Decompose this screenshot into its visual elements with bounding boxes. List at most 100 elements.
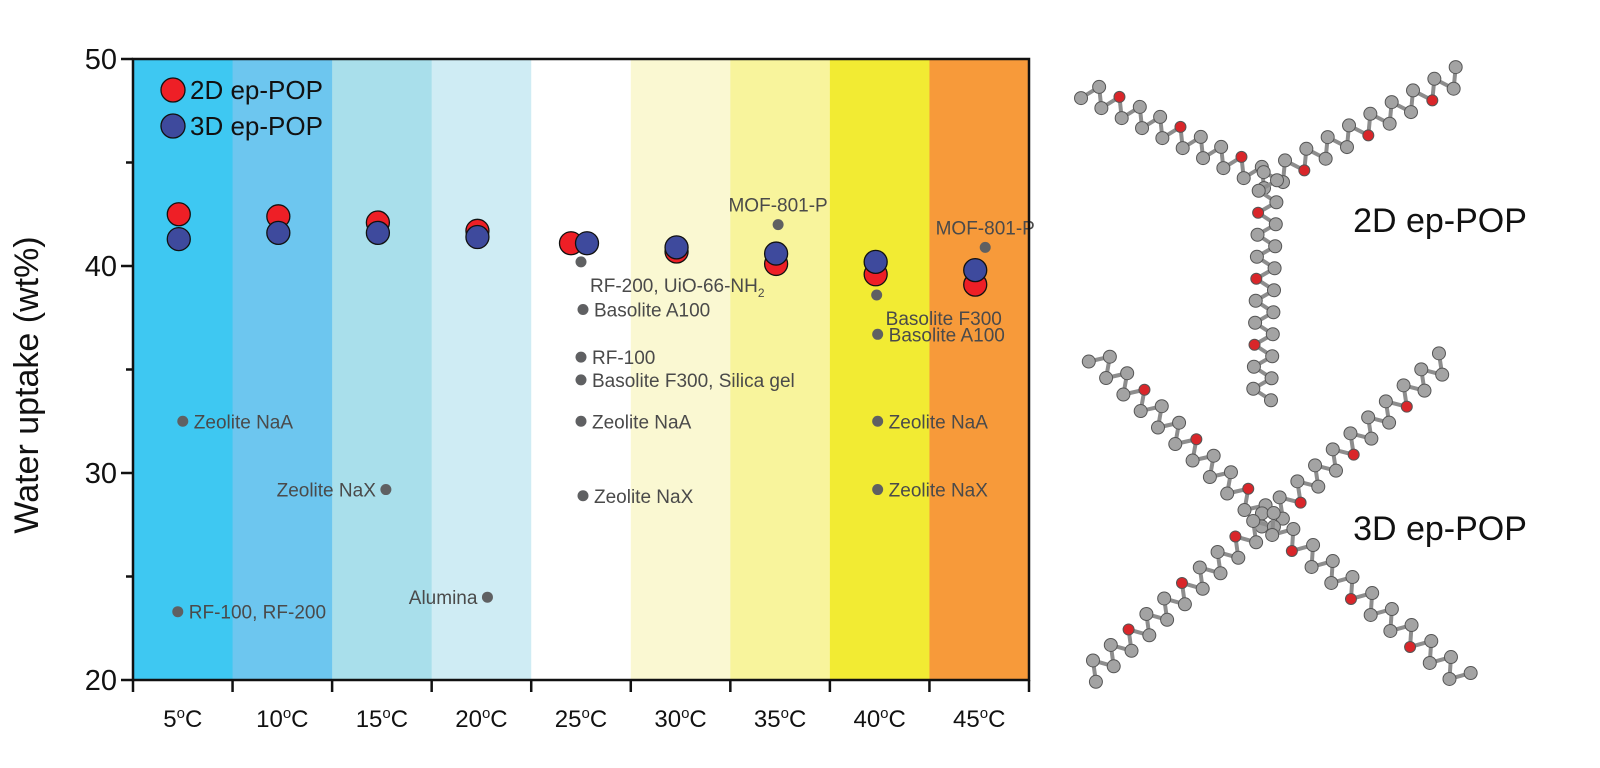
atom: [1175, 141, 1190, 156]
atom: [1342, 118, 1357, 133]
atom: [1252, 206, 1265, 219]
reference-point: [172, 606, 184, 618]
series-point-3d: [266, 220, 291, 246]
band-25: [531, 59, 632, 680]
atom: [1242, 482, 1255, 495]
atom: [1424, 634, 1439, 649]
band-20: [431, 59, 532, 680]
atom: [1431, 346, 1446, 361]
reference-point: [772, 219, 784, 231]
atom: [1206, 448, 1221, 463]
plot-frame: [131, 57, 1031, 682]
atom: [1214, 139, 1229, 154]
atom: [1160, 612, 1175, 627]
atom: [1426, 94, 1439, 107]
atom: [1268, 217, 1283, 232]
series-point-3d: [365, 220, 391, 246]
atom: [1263, 393, 1278, 408]
series-point-2d: [166, 202, 191, 227]
reference-point: [177, 415, 189, 427]
series-point-3d: [574, 231, 600, 256]
atom: [1347, 448, 1360, 461]
atom: [1298, 164, 1311, 177]
atom: [1237, 503, 1252, 518]
atom: [1092, 79, 1107, 94]
legend-label: 2D ep-POP: [190, 75, 323, 105]
atom: [1216, 161, 1231, 176]
legend-marker: [160, 77, 186, 103]
atom: [1154, 399, 1169, 414]
atom: [1150, 420, 1165, 435]
band-30: [630, 59, 731, 680]
x-tick-label: 20oC: [455, 705, 507, 733]
series-point-3d: [166, 226, 191, 252]
atom: [1116, 387, 1131, 402]
bond: [1079, 84, 1267, 189]
atom: [1363, 607, 1378, 622]
reference-point: [871, 289, 883, 301]
atom: [1249, 249, 1264, 264]
atom: [1266, 283, 1281, 298]
atom: [1256, 165, 1271, 180]
atom: [1344, 592, 1357, 605]
structure-label: 2D ep-POP: [1353, 202, 1527, 240]
y-axis-title: Water uptake (wt%): [8, 236, 46, 533]
atom: [1155, 131, 1170, 146]
atom: [1266, 305, 1281, 320]
y-tick-label: 40: [85, 251, 117, 283]
atom: [1229, 530, 1242, 543]
atom: [1081, 354, 1096, 369]
atom: [1382, 415, 1397, 430]
atom: [1223, 465, 1238, 480]
y-tick-label: 50: [85, 44, 117, 76]
band-15: [332, 59, 433, 680]
legend: 2D ep-POP 3D ep-POP: [160, 75, 323, 141]
atom: [1396, 378, 1411, 393]
band-40: [829, 59, 930, 680]
atom: [1085, 653, 1100, 668]
y-tick-label: 30: [85, 458, 117, 490]
atom: [1074, 91, 1089, 106]
atom: [1427, 71, 1442, 86]
atom: [1306, 538, 1321, 553]
x-tick-label: 25oC: [555, 705, 607, 733]
atom: [1266, 506, 1281, 521]
y-axis: 20 30 40 50: [85, 44, 133, 697]
atom: [1382, 116, 1397, 131]
legend-label: 3D ep-POP: [190, 111, 323, 141]
band-35: [730, 59, 831, 680]
reference-point: [481, 591, 493, 603]
ball-and-stick-molecule-icon: [1081, 346, 1478, 689]
reference-point: [380, 484, 392, 496]
atom: [1196, 151, 1211, 166]
atom: [1362, 129, 1375, 142]
reference-label: Basolite F300, Silica gel: [592, 371, 795, 392]
reference-label: Zeolite NaX: [889, 481, 989, 502]
atom: [1324, 575, 1339, 590]
reference-label: Basolite F300: [886, 309, 1002, 330]
atom: [1139, 606, 1154, 621]
atom: [1269, 173, 1284, 188]
atom: [1250, 227, 1265, 242]
series-point-3d: [465, 224, 490, 250]
atom: [1311, 479, 1326, 494]
atom: [1250, 272, 1263, 285]
atom: [1325, 442, 1340, 457]
reference-points: Zeolite NaA RF-100, RF-200 Zeolite NaX Alum…: [172, 196, 1035, 624]
atom: [1157, 591, 1172, 606]
atom: [1417, 383, 1432, 398]
atom: [1168, 437, 1183, 452]
band-5: [133, 59, 234, 680]
atom: [1406, 83, 1421, 98]
atom: [1448, 60, 1463, 75]
atom: [1442, 671, 1457, 686]
atom: [1365, 586, 1380, 601]
plot-border: [131, 57, 1031, 682]
atom: [1400, 400, 1413, 413]
atom: [1177, 597, 1192, 612]
atom: [1172, 415, 1187, 430]
atom: [1236, 171, 1251, 186]
x-axis: 5oC 10oC 15oC 20oC 25oC 30oC 35oC 40oC 45oC: [131, 680, 1031, 733]
atom: [1114, 111, 1129, 126]
temperature-bands: [133, 59, 1030, 680]
